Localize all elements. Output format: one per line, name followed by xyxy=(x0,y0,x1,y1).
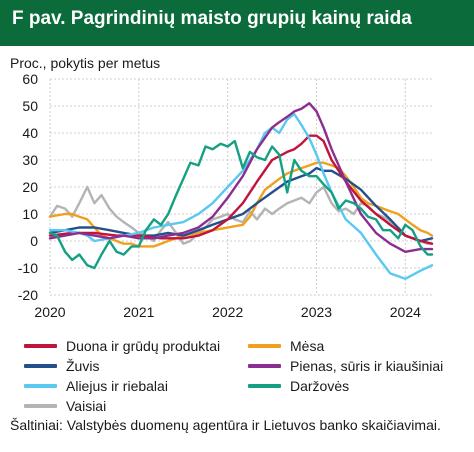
y-tick-labels: -20 -10 0 10 20 30 40 50 60 xyxy=(18,71,38,303)
y-tick-label: 40 xyxy=(22,125,38,141)
legend-label-darzoves: Daržovės xyxy=(290,378,350,394)
y-tick-label: 60 xyxy=(22,71,38,87)
legend-swatch-aliejus xyxy=(24,384,57,388)
legend-label-vaisiai: Vaisiai xyxy=(66,398,107,414)
legend-swatch-pienas xyxy=(248,364,281,368)
legend-label-duona: Duona ir grūdų produktai xyxy=(66,338,221,354)
x-tick-labels: 2020 2021 2022 2023 2024 xyxy=(34,304,421,320)
legend-swatch-zuvis xyxy=(24,364,57,368)
legend-label-aliejus: Aliejus ir riebalai xyxy=(66,378,168,394)
legend-swatch-mesa xyxy=(248,344,281,348)
gridlines xyxy=(49,78,432,296)
legend-swatch-darzoves xyxy=(248,384,281,388)
line-chart: -20 -10 0 10 20 30 40 50 60 2020 2021 2022 2023 2024 xyxy=(18,71,434,320)
figure-header: F pav. Pagrindinių maisto grupių kainų r… xyxy=(0,0,474,46)
legend-label-zuvis: Žuvis xyxy=(66,358,100,374)
x-tick-label: 2020 xyxy=(34,304,65,320)
y-tick-label: -20 xyxy=(18,287,38,303)
legend-label-pienas: Pienas, sūris ir kiaušiniai xyxy=(290,358,444,374)
legend-swatch-duona xyxy=(24,344,57,348)
y-tick-label: 0 xyxy=(30,233,38,249)
series-line-5 xyxy=(48,139,434,270)
series-line-3 xyxy=(48,102,434,254)
legend-swatch-vaisiai xyxy=(24,404,57,408)
y-tick-label: 10 xyxy=(22,206,38,222)
y-tick-label: 50 xyxy=(22,98,38,114)
y-tick-label: 30 xyxy=(22,152,38,168)
source-note: Šaltiniai: Valstybės duomenų agentūra ir… xyxy=(10,417,441,433)
x-tick-label: 2023 xyxy=(301,304,332,320)
chart-legend: Duona ir grūdų produktai Mėsa Žuvis Pien… xyxy=(0,335,474,415)
y-tick-label: 20 xyxy=(22,179,38,195)
series-line-1 xyxy=(48,161,434,248)
y-tick-label: -10 xyxy=(18,260,38,276)
series-line-0 xyxy=(48,134,434,245)
series-line-4 xyxy=(48,112,434,280)
y-axis-label: Proc., pokytis per metus xyxy=(10,55,161,71)
series-line-2 xyxy=(48,166,434,243)
x-tick-label: 2024 xyxy=(390,304,421,320)
legend-label-mesa: Mėsa xyxy=(290,338,325,354)
series-lines xyxy=(48,102,434,280)
x-tick-label: 2021 xyxy=(123,304,154,320)
x-tick-label: 2022 xyxy=(212,304,243,320)
figure-title: F pav. Pagrindinių maisto grupių kainų r… xyxy=(12,8,412,29)
